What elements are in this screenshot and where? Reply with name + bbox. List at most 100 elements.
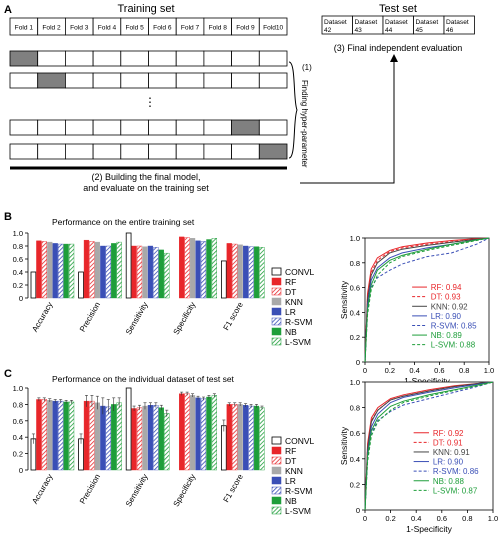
training-fold-cell bbox=[258, 72, 288, 89]
training-fold-cell bbox=[203, 143, 232, 160]
test-dataset-label: Dataset bbox=[446, 19, 469, 26]
bar-l-svm-f1-score bbox=[259, 247, 265, 299]
fold-header-label: Fold 2 bbox=[42, 25, 61, 32]
bar-dt-specificity bbox=[184, 393, 190, 471]
legend-label-lr: LR bbox=[285, 476, 296, 486]
bar-dt-f1-score bbox=[232, 243, 238, 299]
fold-header-label: Fold 6 bbox=[153, 25, 172, 32]
legend-swatch-rf bbox=[271, 446, 282, 455]
x-tick-label: 0.6 bbox=[437, 514, 447, 523]
bar-knn-specificity bbox=[189, 395, 196, 471]
y-tick-label: 0.2 bbox=[13, 450, 23, 459]
y-axis-label: Sensitivity bbox=[339, 426, 349, 465]
y-tick-label: 0.2 bbox=[350, 333, 360, 342]
test-roc-chart: 0 0.2 0.4 0.6 0.8 1.0 0 0.2 0.4 0.6 0.8 1.0 1-Specif… bbox=[339, 378, 498, 534]
training-fold-cell bbox=[258, 119, 288, 136]
legend-label-r-svm: R-SVM bbox=[285, 317, 312, 327]
roc-legend-label-r-svm: R-SVM: 0.85 bbox=[431, 321, 477, 330]
bar-lr-specificity bbox=[195, 240, 201, 299]
fold-header-label: Fold 9 bbox=[236, 25, 255, 32]
y-tick-label: 0 bbox=[356, 506, 360, 515]
test-set-title: Test set bbox=[379, 3, 417, 15]
legend-swatch-convl bbox=[271, 436, 282, 445]
training-fold-cell bbox=[37, 119, 66, 136]
roc-legend-label-r-svm: R-SVM: 0.86 bbox=[433, 467, 479, 476]
bar-lr-accuracy bbox=[52, 400, 58, 471]
y-tick-label: 0 bbox=[19, 294, 23, 303]
bar-nb-sensitivity bbox=[158, 407, 164, 471]
bar-rf-specificity bbox=[179, 236, 185, 299]
training-fold-cell bbox=[175, 119, 205, 136]
bar-lr-f1-score bbox=[242, 405, 249, 471]
x-tick-label: 1.0 bbox=[488, 514, 498, 523]
bar-rf-accuracy bbox=[36, 399, 42, 471]
bar-nb-accuracy bbox=[63, 243, 69, 299]
training-fold-cell bbox=[231, 50, 260, 67]
test-dataset-number: 43 bbox=[355, 27, 363, 34]
bar-lr-precision bbox=[100, 245, 106, 299]
roc-legend-label-lr: LR: 0.90 bbox=[431, 312, 462, 321]
training-fold-cell bbox=[203, 50, 232, 67]
validation-fold-cell bbox=[231, 119, 260, 136]
fold-header-label: Fold 5 bbox=[125, 25, 144, 32]
test-dataset-label: Dataset bbox=[324, 19, 347, 26]
y-tick-label: 0.8 bbox=[13, 242, 23, 251]
bar-nb-specificity bbox=[206, 239, 212, 299]
training-fold-cell bbox=[65, 119, 94, 136]
y-tick-label: 0 bbox=[356, 358, 360, 367]
bar-dt-f1-score bbox=[232, 404, 238, 471]
legend-label-dt: DT bbox=[285, 287, 296, 297]
panel-c-title: Performance on the individual dataset of… bbox=[52, 374, 235, 384]
bar-lr-sensitivity bbox=[147, 245, 154, 299]
bar-dt-accuracy bbox=[41, 241, 47, 299]
validation-fold-cell bbox=[258, 143, 288, 160]
legend-swatch-l-svm bbox=[271, 506, 282, 515]
legend-label-rf: RF bbox=[285, 446, 296, 456]
bar-convl-f1-score bbox=[220, 425, 227, 471]
test-dataset-label: Dataset bbox=[416, 19, 439, 26]
x-category-label: F1 score bbox=[222, 300, 246, 332]
roc-curve-l-svm bbox=[364, 237, 490, 363]
bar-nb-f1-score bbox=[253, 405, 260, 471]
training-fold-cell bbox=[175, 143, 205, 160]
legend-label-convl: CONVL bbox=[285, 267, 315, 277]
training-fold-cell bbox=[9, 143, 39, 160]
legend-label-l-svm: L-SVM bbox=[285, 506, 311, 516]
x-category-label: Accuracy bbox=[30, 301, 54, 334]
test-datasets-row: Dataset42Dataset43Dataset44Dataset45Data… bbox=[321, 15, 475, 35]
test-dataset-number: 45 bbox=[416, 27, 424, 34]
training-fold-cell bbox=[148, 143, 177, 160]
roc-legend-label-lr: LR: 0.90 bbox=[433, 458, 464, 467]
test-bar-chart: 0 0.2 0.4 0.6 0.8 1.0 Accuracy Precision Sensiti… bbox=[13, 384, 265, 508]
roc-legend-label-nb: NB: 0.89 bbox=[431, 331, 463, 340]
panel-a-letter: A bbox=[4, 4, 12, 16]
bar-l-svm-accuracy bbox=[68, 243, 75, 299]
fold-header-label: Fold 3 bbox=[70, 25, 89, 32]
legend-label-dt: DT bbox=[285, 456, 296, 466]
x-tick-label: 0 bbox=[363, 514, 367, 523]
legend-label-knn: KNN bbox=[285, 297, 303, 307]
training-fold-cell bbox=[92, 50, 122, 67]
bar-convl-sensitivity bbox=[125, 387, 132, 471]
roc-legend-label-dt: DT: 0.93 bbox=[431, 293, 461, 302]
bar-lr-specificity bbox=[195, 397, 201, 471]
step1-number: (1) bbox=[302, 63, 312, 72]
training-fold-cell bbox=[9, 119, 39, 136]
training-fold-cell bbox=[65, 50, 94, 67]
legend-swatch-dt bbox=[271, 456, 282, 465]
panel-c-letter: C bbox=[4, 368, 12, 380]
roc-legend-label-rf: RF: 0.94 bbox=[431, 283, 462, 292]
bar-rf-precision bbox=[83, 239, 90, 299]
x-tick-label: 0.8 bbox=[459, 366, 469, 375]
legend-label-r-svm: R-SVM bbox=[285, 486, 312, 496]
roc-curve-knn bbox=[364, 381, 494, 511]
training-bar-chart: 0 0.2 0.4 0.6 0.8 1.0 Accuracy Precision Sensiti… bbox=[13, 229, 265, 336]
bar-dt-sensitivity bbox=[136, 245, 143, 299]
x-tick-label: 0.4 bbox=[409, 366, 419, 375]
training-fold-cell bbox=[120, 143, 149, 160]
training-fold-cell bbox=[148, 50, 177, 67]
training-fold-cell bbox=[37, 143, 66, 160]
legend-swatch-r-svm bbox=[271, 317, 282, 326]
bar-dt-precision bbox=[89, 400, 95, 471]
y-tick-label: 1.0 bbox=[13, 229, 23, 238]
